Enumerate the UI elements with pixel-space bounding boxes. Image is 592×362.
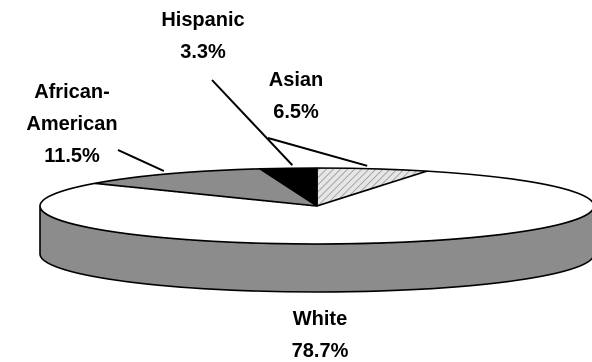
slice-label-asian: Asian 6.5% — [269, 69, 323, 123]
pie-top-face — [39, 167, 592, 245]
leader-line-hispanic — [211, 79, 294, 166]
slice-label-white-name: White — [293, 308, 347, 330]
slice-label-african-american-line1: African- — [34, 81, 110, 103]
slice-label-white: White 78.7% — [292, 308, 349, 362]
leader-line-asian — [267, 137, 368, 167]
slice-label-white-value: 78.7% — [292, 340, 349, 362]
slice-label-hispanic-name: Hispanic — [161, 9, 244, 31]
leader-line-african-american — [117, 149, 165, 172]
slice-label-hispanic: Hispanic 3.3% — [161, 9, 244, 63]
pie-slice-african-american — [94, 168, 318, 207]
slice-label-african-american: African- American 11.5% — [26, 81, 117, 167]
slice-label-african-american-value: 11.5% — [44, 145, 100, 167]
pie-slice-hispanic — [259, 167, 318, 207]
slice-label-african-american-line2: American — [26, 113, 117, 135]
slice-label-asian-value: 6.5% — [273, 101, 319, 123]
pie-slice-white — [39, 170, 592, 245]
slice-label-hispanic-value: 3.3% — [180, 41, 226, 63]
label-leader-lines — [117, 79, 368, 172]
slice-label-asian-name: Asian — [269, 69, 323, 91]
